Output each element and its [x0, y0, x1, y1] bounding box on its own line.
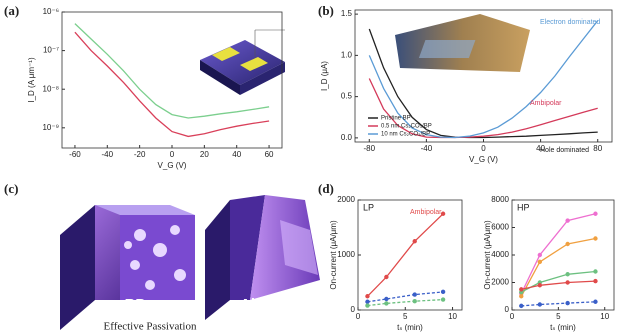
data-point — [565, 242, 569, 246]
y-tick-label: 6000 — [491, 223, 509, 232]
figure: (a) (b) (c) (d) BP AlOx/BP Effective Pas… — [0, 0, 628, 335]
data-point — [384, 301, 388, 305]
series-line — [521, 239, 595, 297]
x-tick-label: 5 — [556, 312, 561, 321]
panel-label: (a) — [4, 3, 19, 18]
y-axis-label: I_D (A μm⁻¹) — [27, 57, 36, 103]
data-point — [593, 300, 597, 304]
data-point — [365, 303, 369, 307]
x-axis-label: tₛ (min) — [397, 323, 423, 332]
plot-frame — [512, 200, 614, 310]
data-point — [538, 260, 542, 264]
data-point — [365, 300, 369, 304]
x-tick-label: 40 — [232, 150, 241, 159]
data-point — [413, 292, 417, 296]
y-axis-label: On-current (μA/μm) — [329, 220, 338, 290]
y-tick-label: 10⁻⁸ — [43, 84, 60, 93]
series-line — [521, 281, 595, 289]
data-point — [384, 275, 388, 279]
y-axis-label: On-current (μA/μm) — [483, 220, 492, 290]
data-point — [565, 280, 569, 284]
annotation: Ambipolar — [410, 209, 442, 216]
y-tick-label: 1000 — [337, 250, 355, 259]
x-axis-label: V_G (V) — [469, 155, 498, 164]
x-axis-label: tₛ (min) — [550, 323, 576, 332]
data-point — [593, 269, 597, 273]
x-tick-label: -40 — [102, 150, 114, 159]
x-tick-label: -60 — [69, 150, 81, 159]
data-point — [593, 279, 597, 283]
series-line — [368, 214, 444, 296]
y-tick-label: 10⁻⁹ — [42, 123, 59, 132]
data-point — [441, 212, 445, 216]
y-tick-label: 4000 — [491, 250, 509, 259]
y-tick-label: 0 — [505, 305, 510, 314]
annotation: Hole dominated — [540, 147, 589, 154]
x-tick-label: 20 — [200, 150, 209, 159]
annotation: Electron dominated — [540, 19, 600, 26]
panel-label: (c) — [4, 181, 18, 196]
page: (a) (b) (c) (d) BP AlOx/BP Effective Pas… — [0, 0, 628, 335]
series-line — [368, 292, 444, 302]
panel-label: (b) — [318, 3, 334, 18]
x-tick-label: 5 — [403, 312, 408, 321]
data-point — [565, 301, 569, 305]
y-tick-label: 1.0 — [341, 50, 353, 59]
x-tick-label: -80 — [363, 144, 375, 153]
x-tick-label: 0 — [481, 144, 486, 153]
data-point — [441, 297, 445, 301]
series-line — [521, 302, 595, 306]
label-aloxbp: AlOx/BP — [240, 296, 300, 313]
x-tick-label: -20 — [134, 150, 146, 159]
x-tick-label: 0 — [170, 150, 175, 159]
data-point — [593, 236, 597, 240]
data-point — [565, 218, 569, 222]
y-tick-label: 10⁻⁶ — [43, 7, 59, 16]
data-point — [519, 287, 523, 291]
data-point — [538, 283, 542, 287]
x-tick-label: 80 — [593, 144, 602, 153]
chart-title: LP — [363, 202, 374, 212]
y-tick-label: 2000 — [337, 195, 355, 204]
data-point — [365, 294, 369, 298]
label-bp: BP — [125, 296, 146, 313]
y-axis-label: I_D (μA) — [320, 61, 329, 91]
data-point — [565, 272, 569, 276]
y-tick-label: 2000 — [491, 278, 509, 287]
y-tick-label: 8000 — [491, 195, 509, 204]
x-tick-label: 10 — [448, 312, 457, 321]
legend-label: 10 nm Cs₂CO₃/BP — [381, 132, 430, 138]
data-point — [384, 297, 388, 301]
y-tick-label: 0.5 — [341, 92, 353, 101]
data-point — [538, 253, 542, 257]
data-point — [519, 304, 523, 308]
data-point — [538, 302, 542, 306]
chart-title: HP — [517, 202, 530, 212]
x-tick-label: 0 — [356, 312, 361, 321]
panel-label: (d) — [318, 181, 334, 196]
x-tick-label: 60 — [265, 150, 274, 159]
x-tick-label: 10 — [600, 312, 609, 321]
device-photo-inset — [395, 14, 530, 72]
data-point — [519, 294, 523, 298]
data-point — [413, 239, 417, 243]
x-tick-label: -40 — [421, 144, 433, 153]
y-tick-label: 0 — [351, 305, 356, 314]
legend-label: 0.5 nm Cs₂CO₃/BP — [381, 124, 432, 130]
plot-frame — [358, 200, 462, 310]
x-tick-label: 0 — [510, 312, 515, 321]
annotation: Ambipolar — [530, 100, 562, 107]
data-point — [593, 212, 597, 216]
device-inset — [200, 30, 285, 95]
data-point — [413, 299, 417, 303]
x-axis-label: V_G (V) — [158, 161, 187, 170]
legend-label: Pristine BP — [381, 116, 411, 122]
y-tick-label: 10⁻⁷ — [43, 46, 59, 55]
caption: Effective Passivation — [104, 321, 197, 333]
y-tick-label: 0.0 — [341, 133, 353, 142]
y-tick-label: 1.5 — [341, 9, 353, 18]
data-point — [441, 290, 445, 294]
